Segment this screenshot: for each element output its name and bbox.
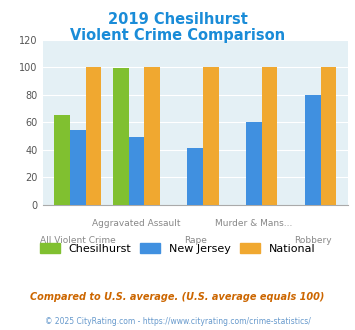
Text: Rape: Rape <box>184 236 207 245</box>
Bar <box>129 137 144 205</box>
Text: All Violent Crime: All Violent Crime <box>40 236 116 245</box>
Text: 2019 Chesilhurst: 2019 Chesilhurst <box>108 12 247 26</box>
Legend: Chesilhurst, New Jersey, National: Chesilhurst, New Jersey, National <box>35 239 320 258</box>
Text: Murder & Mans...: Murder & Mans... <box>215 219 293 228</box>
Bar <box>246 122 262 205</box>
Bar <box>305 95 321 205</box>
Bar <box>113 69 129 205</box>
Text: Aggravated Assault: Aggravated Assault <box>92 219 181 228</box>
Bar <box>70 130 86 205</box>
Bar <box>54 115 70 205</box>
Bar <box>203 67 219 205</box>
Text: © 2025 CityRating.com - https://www.cityrating.com/crime-statistics/: © 2025 CityRating.com - https://www.city… <box>45 317 310 326</box>
Text: Compared to U.S. average. (U.S. average equals 100): Compared to U.S. average. (U.S. average … <box>30 292 325 302</box>
Bar <box>86 67 101 205</box>
Bar <box>187 148 203 205</box>
Text: Robbery: Robbery <box>294 236 332 245</box>
Bar <box>144 67 160 205</box>
Text: Violent Crime Comparison: Violent Crime Comparison <box>70 28 285 43</box>
Bar <box>262 67 278 205</box>
Bar <box>321 67 336 205</box>
